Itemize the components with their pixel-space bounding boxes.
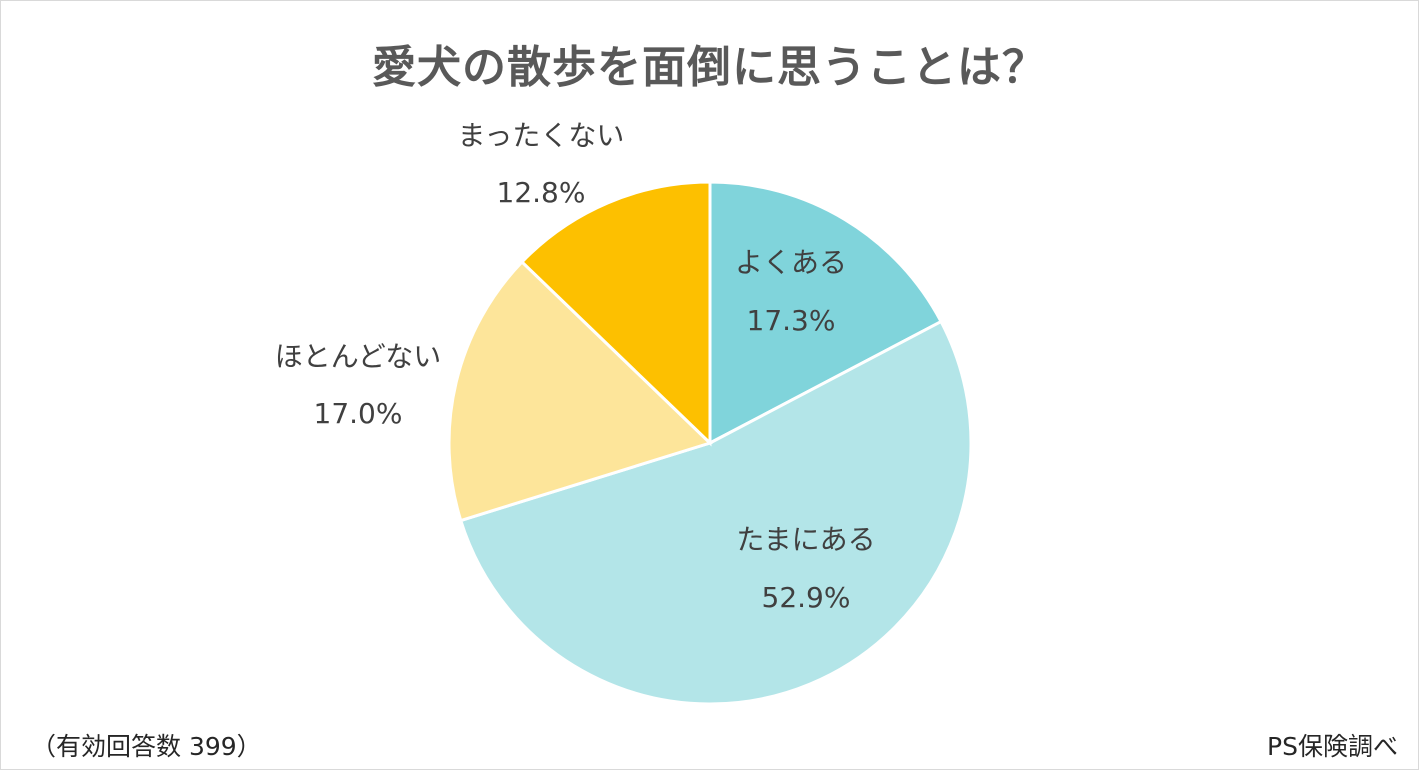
slice-value-label: 17.3% [747, 304, 836, 337]
sample-size-note: （有効回答数 399） [31, 732, 262, 761]
pie-slices [447, 180, 973, 706]
slice-category-label: まったくない [458, 119, 625, 152]
chart-title: 愛犬の散歩を面倒に思うことは？ [372, 42, 1047, 93]
pie-slice-4 [519, 180, 712, 447]
source-credit: PS保険調べ [1267, 732, 1398, 761]
pie-slice-2 [458, 319, 973, 706]
pie-slice-1 [708, 180, 944, 446]
slice-category-label: たまにある [736, 523, 875, 556]
slice-category-label: ほとんどない [275, 340, 442, 373]
slice-value-label: 17.0% [314, 397, 403, 430]
pie-labels: よくある 17.3% たまにある 52.9% ほとんどない 17.0% まったくない 12.8… [275, 119, 876, 614]
slice-value-label: 52.9% [762, 581, 851, 614]
pie-slice-3 [447, 259, 713, 523]
slice-category-label: よくある [735, 246, 847, 279]
slice-value-label: 12.8% [497, 176, 586, 209]
